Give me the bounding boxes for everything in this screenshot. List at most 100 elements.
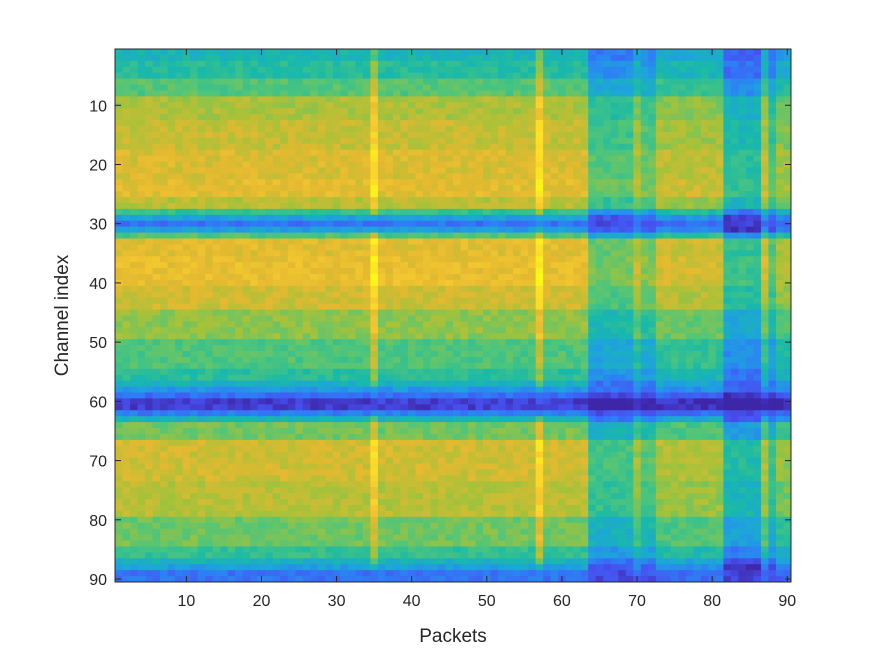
heatmap-cell: [498, 185, 506, 192]
heatmap-cell: [272, 274, 281, 281]
heatmap-cell: [633, 368, 642, 376]
heatmap-cell: [152, 291, 161, 299]
heatmap-cell: [468, 108, 476, 115]
heatmap-cell: [167, 321, 176, 328]
heatmap-cell: [317, 291, 326, 299]
heatmap-cell: [670, 315, 679, 322]
heatmap-cell: [400, 274, 409, 281]
heatmap-cell: [212, 179, 221, 186]
heatmap-cell: [505, 54, 514, 62]
heatmap-cell: [535, 262, 544, 269]
heatmap-cell: [670, 114, 679, 121]
heatmap-cell: [160, 131, 168, 139]
heatmap-cell: [295, 339, 304, 346]
heatmap-cell: [317, 232, 326, 239]
heatmap-cell: [167, 149, 176, 156]
heatmap-cell: [625, 125, 634, 133]
heatmap-cell: [565, 72, 574, 80]
heatmap-cell: [362, 143, 371, 151]
heatmap-cell: [565, 321, 574, 328]
heatmap-cell: [220, 131, 229, 139]
heatmap-cell: [265, 244, 274, 251]
heatmap-cell: [753, 339, 762, 346]
heatmap-cell: [685, 214, 694, 222]
heatmap-cell: [182, 356, 191, 364]
heatmap-cell: [250, 374, 259, 382]
heatmap-cell: [115, 321, 123, 328]
heatmap-cell: [550, 202, 559, 210]
heatmap-cell: [490, 291, 499, 299]
heatmap-cell: [242, 374, 251, 382]
heatmap-cell: [625, 78, 634, 85]
heatmap-cell: [407, 137, 416, 145]
heatmap-cell: [723, 262, 732, 269]
heatmap-cell: [498, 167, 506, 174]
heatmap-cell: [355, 131, 364, 139]
heatmap-cell: [700, 202, 709, 210]
heatmap-cell: [558, 137, 567, 145]
heatmap-cell: [648, 197, 657, 204]
heatmap-cell: [715, 202, 724, 210]
heatmap-cell: [678, 143, 687, 151]
heatmap-cell: [212, 161, 221, 168]
heatmap-cell: [287, 362, 296, 370]
heatmap-cell: [295, 368, 304, 376]
heatmap-cell: [152, 268, 161, 275]
heatmap-cell: [483, 262, 491, 269]
heatmap-cell: [137, 185, 146, 192]
heatmap-cell: [610, 102, 619, 109]
heatmap-cell: [475, 78, 484, 85]
heatmap-cell: [152, 125, 161, 133]
heatmap-cell: [250, 315, 259, 322]
heatmap-cell: [265, 173, 274, 180]
heatmap-cell: [347, 143, 356, 151]
heatmap-cell: [775, 179, 784, 186]
heatmap-cell: [580, 285, 589, 293]
heatmap-cell: [708, 315, 717, 322]
heatmap-cell: [775, 143, 784, 151]
heatmap-cell: [115, 333, 123, 340]
heatmap-cell: [640, 137, 649, 145]
heatmap-cell: [130, 303, 138, 310]
heatmap-cell: [355, 374, 364, 382]
heatmap-cell: [678, 120, 687, 127]
heatmap-cell: [242, 185, 251, 192]
heatmap-cell: [573, 161, 582, 168]
heatmap-cell: [678, 84, 687, 91]
heatmap-cell: [490, 339, 499, 346]
heatmap-cell: [783, 262, 792, 269]
heatmap-cell: [160, 250, 168, 257]
heatmap-cell: [340, 268, 349, 275]
heatmap-cell: [220, 374, 229, 382]
heatmap-cell: [738, 161, 747, 168]
heatmap-cell: [520, 66, 529, 74]
heatmap-cell: [648, 268, 657, 275]
heatmap-cell: [122, 66, 131, 74]
heatmap-cell: [475, 54, 484, 62]
heatmap-cell: [640, 333, 649, 340]
heatmap-cell: [227, 321, 236, 328]
heatmap-cell: [250, 309, 259, 316]
heatmap-cell: [528, 321, 537, 328]
heatmap-cell: [137, 232, 146, 239]
heatmap-cell: [197, 137, 206, 145]
heatmap-cell: [385, 226, 394, 233]
heatmap-cell: [588, 268, 597, 275]
heatmap-cell: [137, 161, 146, 168]
heatmap-cell: [280, 167, 289, 174]
heatmap-cell: [272, 285, 281, 293]
heatmap-cell: [272, 202, 281, 210]
heatmap-cell: [520, 120, 529, 127]
heatmap-cell: [580, 72, 589, 80]
heatmap-cell: [460, 90, 469, 97]
heatmap-cell: [310, 49, 319, 56]
heatmap-cell: [490, 161, 499, 168]
heatmap-cell: [160, 345, 168, 352]
heatmap-cell: [370, 120, 379, 127]
heatmap-cell: [370, 309, 379, 316]
heatmap-cell: [325, 155, 334, 162]
heatmap-cell: [663, 345, 672, 352]
heatmap-cell: [190, 368, 199, 376]
heatmap-cell: [287, 220, 296, 228]
heatmap-cell: [115, 368, 123, 376]
